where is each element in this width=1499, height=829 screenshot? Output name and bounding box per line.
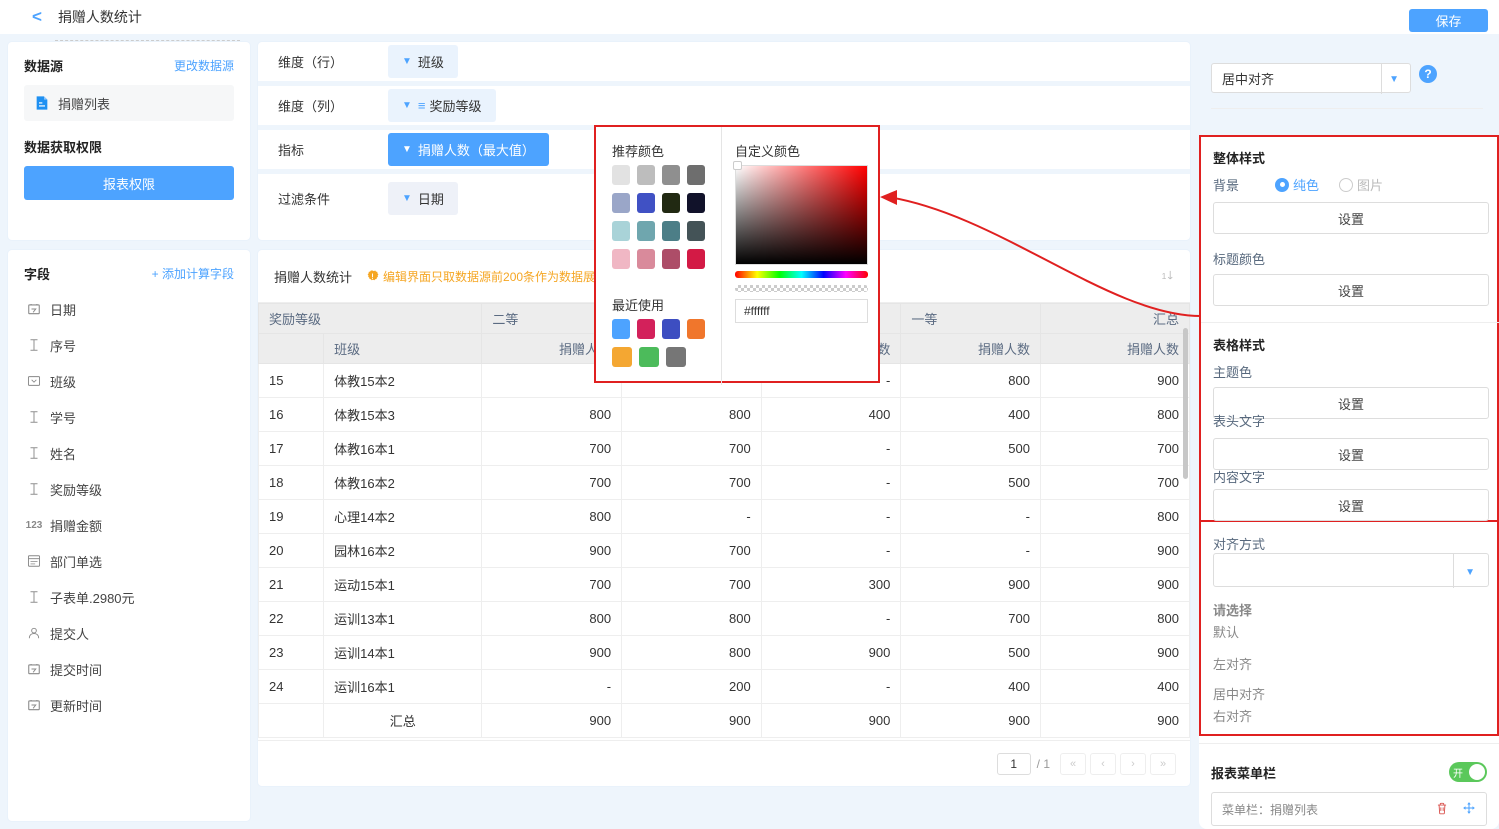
svg-text:1: 1	[1162, 271, 1167, 281]
